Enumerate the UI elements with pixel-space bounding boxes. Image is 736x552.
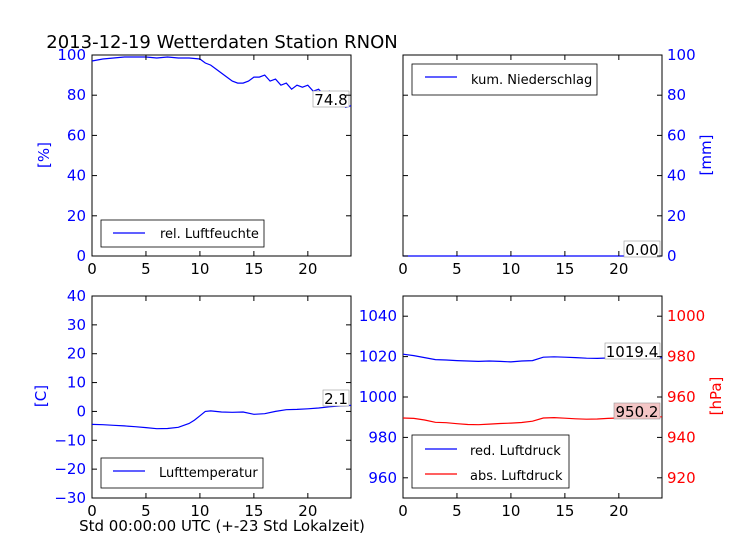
x-tick-label: 0 xyxy=(398,260,408,278)
temperature-legend-box xyxy=(100,457,264,489)
precipitation-end-label: 0.00 xyxy=(625,241,658,259)
x-tick-label: 20 xyxy=(609,502,628,520)
precipitation-end-label-box xyxy=(623,240,661,258)
series-line-0 xyxy=(91,404,352,430)
y-tick-label: 100 xyxy=(57,46,86,64)
temperature-xlabel: Std 00:00:00 UTC (+-23 Std Lokalzeit) xyxy=(79,517,365,535)
humidity-end-label-box xyxy=(312,90,350,108)
x-tick-label: 20 xyxy=(298,260,317,278)
humidity-chart: [%] 74.8 rel. Luftfeuchte 0 5 10 15 20 0 20 40 6… xyxy=(35,46,352,278)
x-tick-label: 15 xyxy=(555,502,574,520)
series-group xyxy=(91,56,352,108)
pressure-legend-label-2: abs. Luftdruck xyxy=(470,469,563,484)
series-line-0 xyxy=(91,56,352,108)
y-tick-label: 80 xyxy=(67,86,86,104)
temperature-end-label-box xyxy=(322,389,350,407)
y-tick-label: 0 xyxy=(667,247,677,265)
y-tick-label: 20 xyxy=(67,345,86,363)
y-tick-label: 60 xyxy=(67,126,86,144)
precipitation-legend: kum. Niederschlag xyxy=(411,63,598,96)
x-tick-label: 10 xyxy=(501,502,520,520)
y-tick-label: 0 xyxy=(76,402,86,420)
precipitation-chart: [mm] 0.00 kum. Niederschlag 0 5 10 15 20 0 20 4… xyxy=(398,46,715,278)
y-tick-label: −30 xyxy=(54,489,86,507)
y-tick-label: 1000 xyxy=(359,388,397,406)
pressure-end-label-box xyxy=(604,342,661,360)
precipitation-legend-label: kum. Niederschlag xyxy=(471,73,592,88)
series-group xyxy=(91,404,352,430)
pressure-ylabel-right: [hPa] xyxy=(707,377,725,416)
y-tick-label-right: 960 xyxy=(667,388,696,406)
x-tick-label: 20 xyxy=(298,502,317,520)
x-tick-label: 10 xyxy=(190,502,209,520)
y-tick-label: 1020 xyxy=(359,348,397,366)
x-tick-label: 5 xyxy=(141,502,151,520)
y-tick-label: −10 xyxy=(54,431,86,449)
y-tick-label: 0 xyxy=(76,247,86,265)
y-tick-label: 20 xyxy=(67,207,86,225)
x-tick-label: 15 xyxy=(244,260,263,278)
y-tick-label-right: 940 xyxy=(667,428,696,446)
x-tick-label: 10 xyxy=(190,260,209,278)
y-tick-label: 1040 xyxy=(359,307,397,325)
temperature-end-label: 2.1 xyxy=(324,390,348,408)
y-tick-label: 60 xyxy=(667,126,686,144)
y-tick-label: 40 xyxy=(67,167,86,185)
precipitation-legend-box xyxy=(411,63,598,96)
y-tick-label: 30 xyxy=(67,316,86,334)
pressure-legend-label-1: red. Luftdruck xyxy=(470,444,561,459)
x-tick-label: 5 xyxy=(141,260,151,278)
y-tick-label: 980 xyxy=(368,428,397,446)
y-tick-label: 40 xyxy=(667,167,686,185)
y-tick-label: 10 xyxy=(67,374,86,392)
pressure-chart: [hPa] 1019.4 950.2 red. Luftdruck abs. L… xyxy=(359,295,725,520)
y-tick-label: 100 xyxy=(667,46,696,64)
x-tick-label: 0 xyxy=(87,502,97,520)
x-tick-label: 20 xyxy=(609,260,628,278)
x-tick-label: 15 xyxy=(555,260,574,278)
temperature-chart: [C] Std 00:00:00 UTC (+-23 Std Lokalzeit… xyxy=(32,287,365,535)
pressure-end-label: 1019.4 xyxy=(606,343,659,361)
x-tick-label: 10 xyxy=(501,260,520,278)
precipitation-ylabel: [mm] xyxy=(697,135,715,176)
y-tick-label-right: 980 xyxy=(667,348,696,366)
x-tick-label: 5 xyxy=(452,502,462,520)
y-tick-label: 80 xyxy=(667,86,686,104)
y-tick-label: 960 xyxy=(368,469,397,487)
pressure-legend: red. Luftdruck abs. Luftdruck xyxy=(411,434,570,489)
temperature-ylabel: [C] xyxy=(32,385,50,407)
y-tick-label-right: 920 xyxy=(667,469,696,487)
humidity-legend-label: rel. Luftfeuchte xyxy=(160,227,259,242)
temperature-legend-label: Lufttemperatur xyxy=(159,466,258,481)
x-tick-label: 0 xyxy=(398,502,408,520)
temperature-legend: Lufttemperatur xyxy=(100,457,264,489)
y-tick-label: −20 xyxy=(54,460,86,478)
y-tick-label: 40 xyxy=(67,287,86,305)
pressure-end-label-2-box xyxy=(613,402,661,420)
pressure-legend-box xyxy=(411,434,570,489)
y-tick-label: 20 xyxy=(667,207,686,225)
x-tick-label: 0 xyxy=(87,260,97,278)
pressure-end-label-2: 950.2 xyxy=(616,403,659,421)
x-tick-label: 5 xyxy=(452,260,462,278)
humidity-ylabel: [%] xyxy=(35,142,53,168)
humidity-legend: rel. Luftfeuchte xyxy=(100,219,265,248)
humidity-end-label: 74.8 xyxy=(314,91,347,109)
figure-title: 2013-12-19 Wetterdaten Station RNON xyxy=(46,32,397,53)
x-tick-label: 15 xyxy=(244,502,263,520)
y-tick-label-right: 1000 xyxy=(667,307,705,325)
